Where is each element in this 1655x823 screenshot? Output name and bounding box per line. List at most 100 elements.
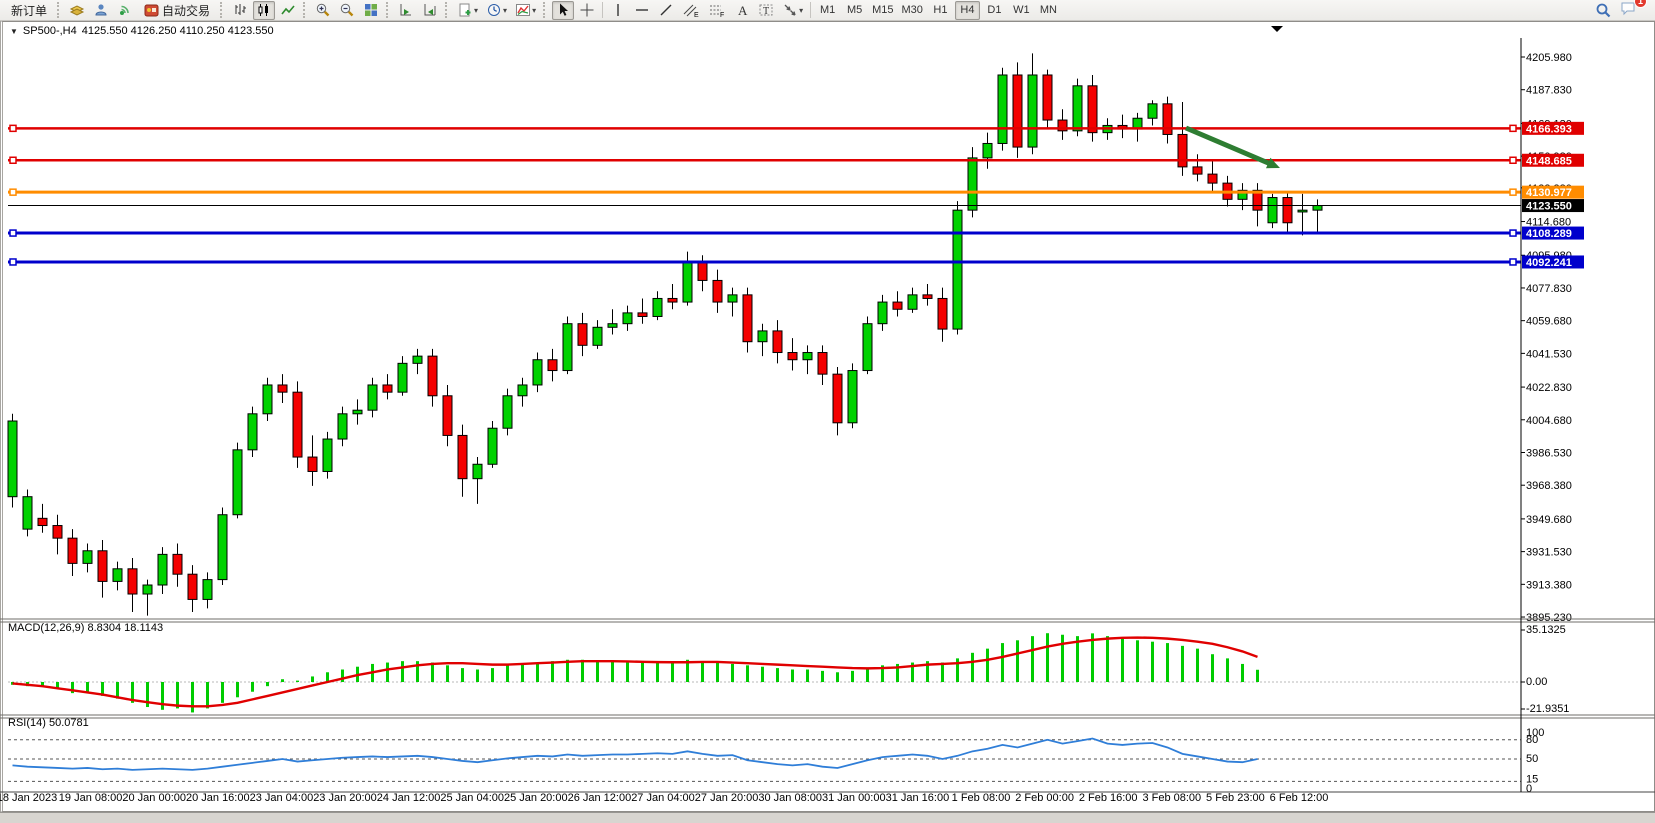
notification-badge[interactable]: 1 (1634, 0, 1647, 8)
toolbar-grip (303, 2, 308, 18)
svg-text:2 Feb 16:00: 2 Feb 16:00 (1079, 792, 1138, 804)
svg-text:T: T (763, 6, 769, 17)
signals-icon[interactable] (114, 1, 136, 20)
svg-text:23 Jan 04:00: 23 Jan 04:00 (250, 792, 314, 804)
svg-text:31 Jan 00:00: 31 Jan 00:00 (822, 792, 886, 804)
trader-profile-icon[interactable] (90, 1, 112, 20)
candles (7, 53, 1323, 616)
svg-text:3913.380: 3913.380 (1526, 579, 1572, 591)
chart-canvas[interactable]: 4205.9804187.8304169.1304150.9804133.380… (0, 21, 1655, 823)
toolbar-grip (445, 2, 450, 18)
window-bottom-frame (0, 812, 1655, 823)
timeframe-d1[interactable]: D1 (982, 1, 1007, 20)
timeframe-m5[interactable]: M5 (842, 1, 867, 20)
svg-text:1 Feb 08:00: 1 Feb 08:00 (952, 792, 1011, 804)
svg-text:19 Jan 08:00: 19 Jan 08:00 (59, 792, 123, 804)
arrows-tool-icon[interactable]: ▾ (779, 1, 806, 20)
main-toolbar: 新订单 自动交易 (0, 0, 1655, 21)
svg-text:4077.830: 4077.830 (1526, 283, 1572, 295)
svg-text:18 Jan 2023: 18 Jan 2023 (0, 792, 57, 804)
zoom-out-icon[interactable] (336, 1, 358, 20)
chart-window (0, 21, 1655, 812)
svg-text:4004.680: 4004.680 (1526, 415, 1572, 427)
svg-text:4148.685: 4148.685 (1526, 155, 1572, 167)
macd-panel: 35.1325 0.00 -21.9351 (8, 624, 1569, 715)
toolbar-separator (602, 2, 604, 18)
line-chart-icon[interactable] (277, 1, 299, 20)
svg-text:25 Jan 20:00: 25 Jan 20:00 (504, 792, 568, 804)
chart-shift-icon[interactable] (419, 1, 441, 20)
macd-indicator-label: MACD(12,26,9) 8.8304 18.1143 (8, 622, 164, 634)
down-arrow-annotation[interactable] (1185, 125, 1274, 168)
svg-text:4205.980: 4205.980 (1526, 52, 1572, 64)
bar-chart-icon[interactable] (229, 1, 251, 20)
horizontal-line-tool-icon[interactable] (631, 1, 653, 20)
rsi-line (12, 737, 1258, 771)
toolbar-grip (57, 2, 62, 18)
trendline-tool-icon[interactable] (655, 1, 677, 20)
equidistant-channel-tool-icon[interactable]: E (679, 1, 703, 20)
svg-text:50: 50 (1526, 753, 1538, 765)
price-axis: 4205.9804187.8304169.1304150.9804133.380… (1521, 52, 1572, 624)
svg-text:4114.680: 4114.680 (1526, 217, 1571, 229)
svg-text:31 Jan 16:00: 31 Jan 16:00 (886, 792, 950, 804)
search-icon[interactable] (1592, 1, 1615, 20)
toolbar-grip (220, 2, 225, 18)
svg-text:3 Feb 08:00: 3 Feb 08:00 (1142, 792, 1201, 804)
timeframe-m15[interactable]: M15 (869, 1, 896, 20)
text-tool-icon[interactable]: A (731, 1, 753, 20)
timeframe-m30[interactable]: M30 (899, 1, 926, 20)
svg-text:3968.380: 3968.380 (1526, 480, 1572, 492)
favorites-icon[interactable] (66, 1, 88, 20)
timeframe-mn[interactable]: MN (1036, 1, 1061, 20)
auto-scroll-icon[interactable] (395, 1, 417, 20)
svg-text:0.00: 0.00 (1526, 676, 1547, 688)
timeframe-group: M1 M5 M15 M30 H1 H4 D1 W1 MN (814, 0, 1062, 20)
tile-windows-icon[interactable] (360, 1, 382, 20)
timeframe-m1[interactable]: M1 (815, 1, 840, 20)
chevron-down-icon: ▾ (799, 5, 804, 15)
svg-text:24 Jan 12:00: 24 Jan 12:00 (377, 792, 441, 804)
svg-text:100: 100 (1526, 727, 1544, 739)
svg-text:35.1325: 35.1325 (1526, 624, 1566, 636)
new-order-button[interactable]: 新订单 (5, 1, 53, 20)
vertical-line-tool-icon[interactable] (607, 1, 629, 20)
timeframe-h1[interactable]: H1 (928, 1, 953, 20)
svg-text:0: 0 (1526, 783, 1532, 795)
auto-trading-button[interactable]: 自动交易 (138, 1, 216, 20)
chart-shift-marker[interactable] (1271, 26, 1283, 32)
svg-text:4092.241: 4092.241 (1526, 257, 1572, 269)
indicators-icon[interactable]: ▾ (512, 1, 539, 20)
svg-text:4187.830: 4187.830 (1526, 85, 1572, 97)
svg-text:6 Feb 12:00: 6 Feb 12:00 (1270, 792, 1329, 804)
text-label-tool-icon[interactable]: T (755, 1, 777, 20)
candlestick-chart-icon[interactable] (253, 0, 276, 20)
horizontal-line-objects[interactable]: 4166.393 4148.685 4130.977 4123.550 4108.289… (8, 121, 1584, 269)
svg-text:5 Feb 23:00: 5 Feb 23:00 (1206, 792, 1265, 804)
svg-text:23 Jan 20:00: 23 Jan 20:00 (313, 792, 377, 804)
crosshair-tool-icon[interactable] (576, 1, 598, 20)
svg-text:4130.977: 4130.977 (1526, 187, 1572, 199)
svg-text:25 Jan 04:00: 25 Jan 04:00 (440, 792, 504, 804)
timeframe-w1[interactable]: W1 (1009, 1, 1034, 20)
svg-text:27 Jan 04:00: 27 Jan 04:00 (631, 792, 695, 804)
toolbar-separator (810, 2, 812, 18)
svg-text:E: E (694, 12, 699, 18)
chevron-down-icon: ▾ (532, 5, 537, 15)
period-clock-icon[interactable]: ▾ (483, 1, 510, 20)
svg-text:20 Jan 00:00: 20 Jan 00:00 (122, 792, 186, 804)
new-chart-icon[interactable]: ▾ (454, 1, 481, 20)
chart-title-bar[interactable]: ▼ SP500-,H4 4125.550 4126.250 4110.250 4… (10, 25, 274, 37)
zoom-in-icon[interactable] (312, 1, 334, 20)
svg-text:-21.9351: -21.9351 (1526, 703, 1569, 715)
svg-text:4022.830: 4022.830 (1526, 382, 1572, 394)
timeframe-h4[interactable]: H4 (954, 0, 980, 20)
svg-text:4059.680: 4059.680 (1526, 316, 1572, 328)
svg-text:3986.530: 3986.530 (1526, 447, 1572, 459)
symbol-dropdown-icon[interactable]: ▼ (10, 26, 18, 36)
svg-text:4041.530: 4041.530 (1526, 348, 1572, 360)
cursor-tool-icon[interactable] (552, 0, 575, 20)
fibonacci-tool-icon[interactable]: F (705, 1, 729, 20)
rsi-indicator-label: RSI(14) 50.0781 (8, 717, 89, 729)
svg-text:4123.550: 4123.550 (1526, 201, 1572, 213)
